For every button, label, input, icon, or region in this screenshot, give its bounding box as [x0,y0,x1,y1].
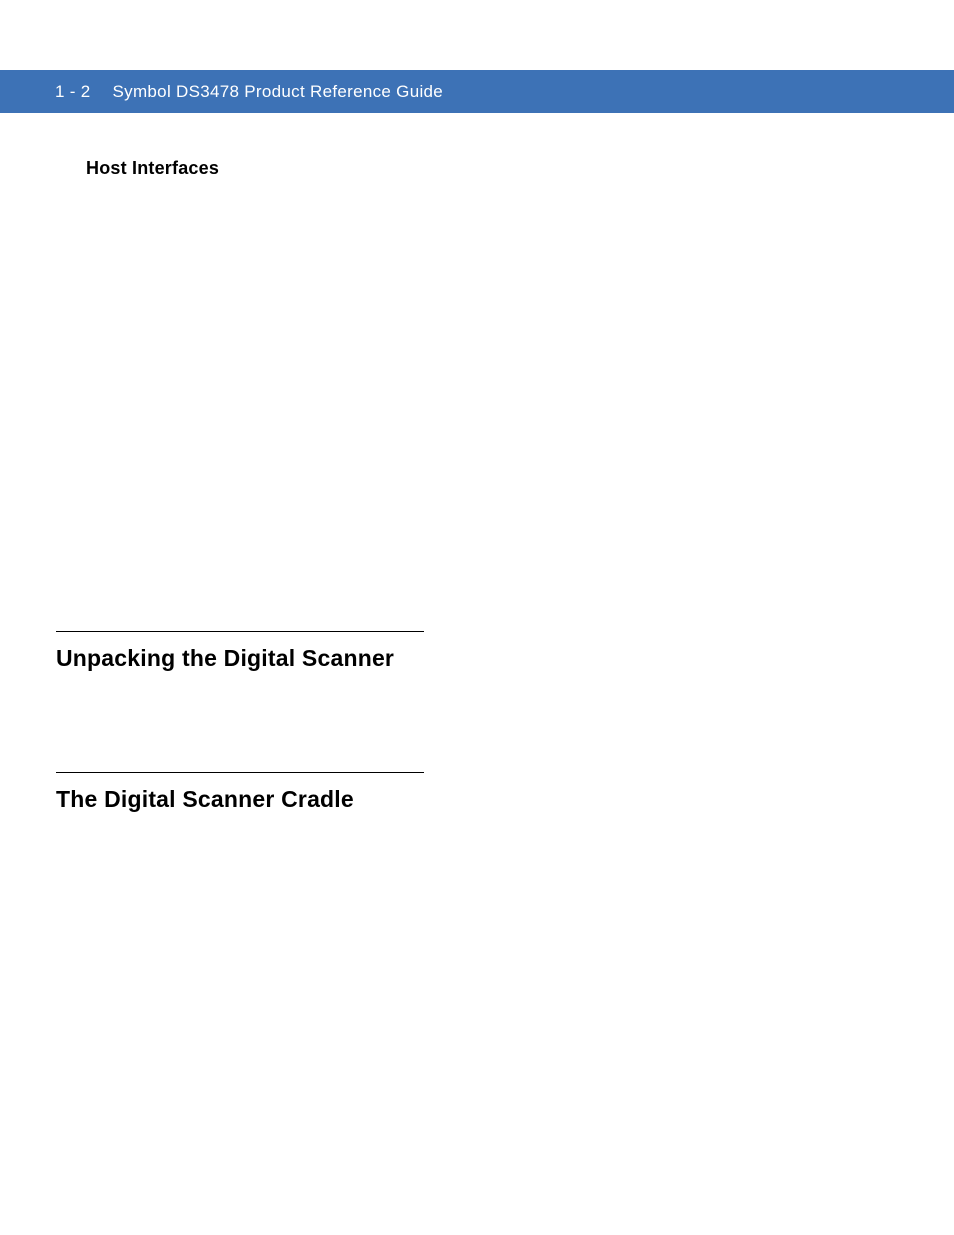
page-number: 1 - 2 [55,82,91,102]
subheading-host-interfaces: Host Interfaces [86,158,219,179]
document-title: Symbol DS3478 Product Reference Guide [113,82,444,102]
page-header-bar: 1 - 2 Symbol DS3478 Product Reference Gu… [0,70,954,113]
heading-unpacking: Unpacking the Digital Scanner [56,645,394,672]
section-divider [56,772,424,773]
page: 1 - 2 Symbol DS3478 Product Reference Gu… [0,0,954,1235]
heading-cradle: The Digital Scanner Cradle [56,786,354,813]
section-divider [56,631,424,632]
